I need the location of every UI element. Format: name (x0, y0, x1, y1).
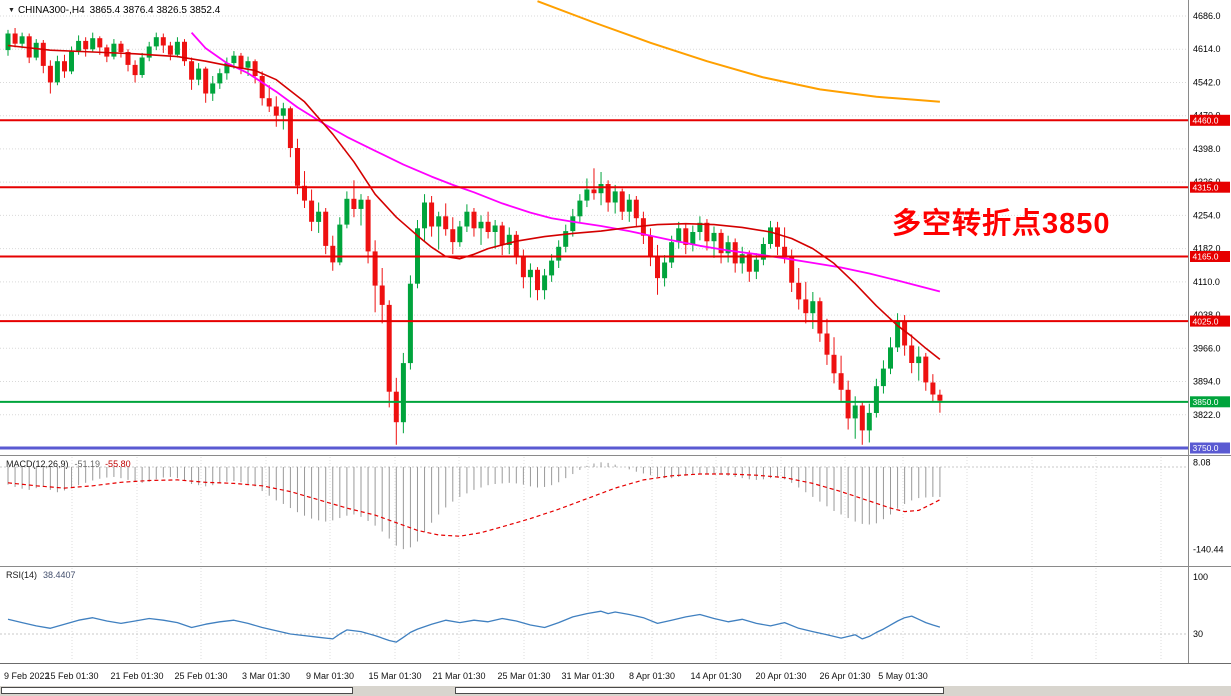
x-axis-label: 31 Mar 01:30 (561, 671, 614, 681)
symbol-ohlc-values: 3865.4 3876.4 3826.5 3852.4 (89, 5, 221, 16)
macd-signal-line (7, 473, 941, 537)
price-level-badge-label: 4025.0 (1193, 316, 1219, 326)
ma-slow-orange-line (537, 0, 940, 103)
macd-histogram (7, 462, 941, 550)
x-axis-label: 9 Feb 2022 (4, 671, 50, 681)
x-axis-label: 26 Apr 01:30 (819, 671, 870, 681)
price-level-badge-label: 4315.0 (1193, 182, 1219, 192)
candles (5, 28, 943, 445)
x-axis-label: 3 Mar 01:30 (242, 671, 290, 681)
x-axis-label: 9 Mar 01:30 (306, 671, 354, 681)
macd-indicator-header: MACD(12,26,9) -51.19 -55.80 (6, 459, 131, 469)
y-axis-tick: 4686.0 (1193, 11, 1221, 21)
y-axis-tick: 3966.0 (1193, 343, 1221, 353)
status-box-left (1, 687, 353, 694)
x-axis-label: 15 Feb 01:30 (45, 671, 98, 681)
x-axis-label: 5 May 01:30 (878, 671, 928, 681)
rsi-label: RSI(14) (6, 570, 38, 580)
symbol-timeframe-label: CHINA300-,H4 (17, 5, 85, 16)
price-level-badge (1190, 442, 1230, 454)
y-axis-tick: 4038.0 (1193, 310, 1221, 320)
price-level-badge (1190, 396, 1230, 408)
panel-separators (0, 455, 1231, 664)
y-axis-tick: 3894.0 (1193, 377, 1221, 387)
x-axis-label: 21 Mar 01:30 (432, 671, 485, 681)
price-level-badge (1190, 251, 1230, 262)
y-axis-tick: 4542.0 (1193, 77, 1221, 87)
y-axis-tick: 3822.0 (1193, 410, 1221, 420)
price-levels (0, 119, 1188, 450)
x-axis-label: 21 Feb 01:30 (110, 671, 163, 681)
annotation-text: 多空转折点3850 (892, 208, 1111, 240)
symbol-ohlc-readout: ▼ CHINA300-,H4 3865.4 3876.4 3826.5 3852.4 (8, 5, 220, 16)
x-axis-label: 8 Apr 01:30 (629, 671, 675, 681)
macd-main-value: -51.19 (74, 459, 101, 469)
macd-axis-tick: 8.08 (1193, 457, 1211, 467)
grid (0, 15, 1188, 661)
x-axis-label: 25 Mar 01:30 (497, 671, 550, 681)
price-badges: 4460.0 4315.0 4165.0 4025.0 3850.0 3750.0 (1190, 114, 1230, 454)
macd-axis-tick: -140.44 (1193, 544, 1224, 554)
price-level-badge-label: 3850.0 (1193, 397, 1219, 407)
y-axis-tick: 4182.0 (1193, 244, 1221, 254)
ma-mid-magenta-line (190, 31, 941, 293)
rsi-indicator-header: RSI(14) 38.4407 (6, 570, 76, 580)
rsi-axis-tick: 30 (1193, 629, 1203, 639)
y-axis-tick: 4110.0 (1193, 277, 1220, 287)
status-box-right (455, 687, 944, 694)
y-axis-tick: 4614.0 (1193, 44, 1221, 54)
status-bar (0, 686, 1231, 696)
price-level-badge-label: 3750.0 (1193, 443, 1219, 453)
macd-label: MACD(12,26,9) (6, 459, 69, 469)
rsi-axis-tick: 100 (1193, 572, 1208, 582)
symbol-marker-icon: ▼ (8, 7, 15, 14)
x-axis-label: 14 Apr 01:30 (690, 671, 741, 681)
ma-fast-red-line (7, 44, 941, 361)
price-level-badge (1190, 315, 1230, 327)
price-level-badge (1190, 114, 1230, 126)
y-axis-tick: 4254.0 (1193, 210, 1221, 220)
price-level-badge (1190, 181, 1230, 193)
price-level-badge-label: 4460.0 (1193, 116, 1219, 126)
rsi-line (7, 610, 941, 643)
y-axis-tick: 4398.0 (1193, 144, 1221, 154)
x-axis-label: 20 Apr 01:30 (755, 671, 806, 681)
x-axis-label: 15 Mar 01:30 (368, 671, 421, 681)
price-axis: 4686.04614.04542.04470.04398.04326.04254… (1188, 0, 1224, 663)
macd-signal-value: -55.80 (105, 459, 131, 469)
x-axis-label: 25 Feb 01:30 (174, 671, 227, 681)
rsi-value: 38.4407 (43, 570, 76, 580)
price-level-badge-label: 4165.0 (1193, 252, 1219, 262)
